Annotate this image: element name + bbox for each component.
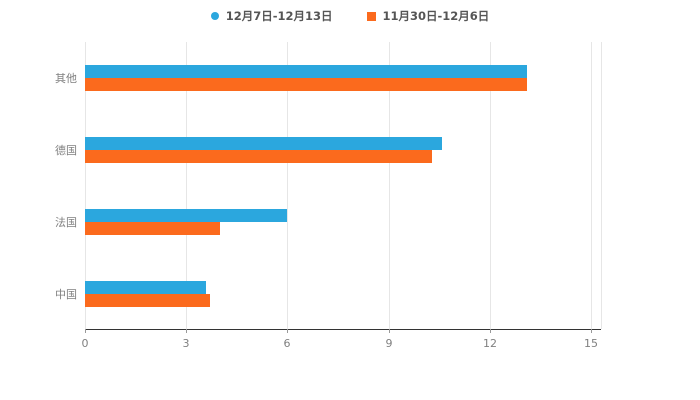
legend-marker-circle-icon [210,12,219,20]
gridline [490,42,491,329]
x-tick-label: 3 [182,337,190,350]
gridline [287,42,288,329]
bar-series-1[interactable] [85,209,287,222]
legend-item[interactable]: 12月7日-12月13日 [210,8,333,24]
bar-series-1[interactable] [85,65,527,78]
plot-area: 0 3 6 9 12 15 其他德国法国中国 [55,42,602,350]
legend-label: 11月30日-12月6日 [382,9,490,23]
x-tick-label: 12 [483,337,497,350]
x-axis-tick [287,329,288,333]
gridline [601,42,602,329]
x-tick-label: 15 [584,337,598,350]
bar-row: 中国 [55,258,601,330]
x-axis-tick [490,329,491,333]
x-axis-tick [389,329,390,333]
category-label: 德国 [55,144,77,157]
bar-series-2[interactable] [85,150,432,163]
gridline [389,42,390,329]
bar-series-2[interactable] [85,294,210,307]
category-label: 中国 [55,288,77,301]
x-axis-tick [85,329,86,333]
bar-series-1[interactable] [85,281,206,294]
bar-row: 德国 [55,114,601,186]
category-label: 法国 [55,216,77,229]
x-axis-tick [186,329,187,333]
x-tick-label: 0 [81,337,89,350]
legend-item[interactable]: 11月30日-12月6日 [366,8,490,24]
legend-marker-square-icon [366,11,376,21]
bar-series-2[interactable] [85,78,527,91]
bar-series-2[interactable] [85,222,220,235]
gridline [85,42,86,329]
bar-row: 其他 [55,42,601,114]
x-axis-tick [591,329,592,333]
category-label: 其他 [55,72,77,85]
legend-label: 12月7日-12月13日 [225,9,333,23]
x-tick-label: 9 [385,337,393,350]
gridline [186,42,187,329]
gridline [591,42,592,329]
bar-series-1[interactable] [85,137,442,150]
x-tick-label: 6 [283,337,291,350]
bar-row: 法国 [55,186,601,258]
legend: 12月7日-12月13日 11月30日-12月6日 [0,8,700,24]
